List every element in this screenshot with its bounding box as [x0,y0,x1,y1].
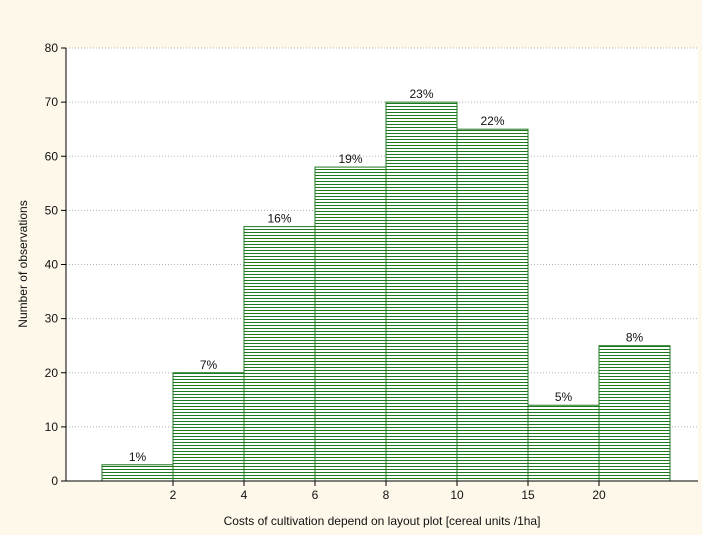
y-tick-label: 10 [45,420,59,434]
bar [172,372,245,482]
data-labels: 1% 7% 16% 19% 23% 22% 5% 8% [129,87,644,464]
y-tick-label: 80 [45,41,59,55]
bar [101,464,174,482]
y-tick-label: 60 [45,149,59,163]
x-tick-label: 10 [450,488,464,502]
x-tick-label: 20 [592,488,606,502]
y-tick-label: 50 [45,203,59,217]
percent-label: 1% [129,450,147,464]
percent-label: 5% [555,390,573,404]
bars [101,101,671,482]
bar [385,101,458,482]
y-tick-label: 70 [45,95,59,109]
y-tick-label: 30 [45,312,59,326]
bar [598,345,671,482]
percent-label: 22% [480,114,504,128]
x-ticks: 2 4 6 8 10 15 20 [170,481,606,502]
x-tick-label: 15 [521,488,535,502]
x-tick-label: 8 [383,488,390,502]
bar [527,404,600,482]
bar [314,166,387,482]
percent-label: 16% [267,212,291,226]
x-tick-label: 6 [312,488,319,502]
y-tick-label: 40 [45,258,59,272]
bar [243,226,316,482]
x-tick-label: 4 [241,488,248,502]
bar [456,128,529,482]
y-tick-label: 20 [45,366,59,380]
y-ticks: 0 10 20 30 40 50 60 70 80 [45,41,66,488]
x-axis-label: Costs of cultivation depend on layout pl… [224,514,541,528]
y-tick-label: 0 [51,474,58,488]
percent-label: 8% [626,331,644,345]
percent-label: 19% [338,152,362,166]
percent-label: 7% [200,358,218,372]
y-axis-label: Number of observations [16,200,30,327]
percent-label: 23% [409,87,433,101]
x-tick-label: 2 [170,488,177,502]
